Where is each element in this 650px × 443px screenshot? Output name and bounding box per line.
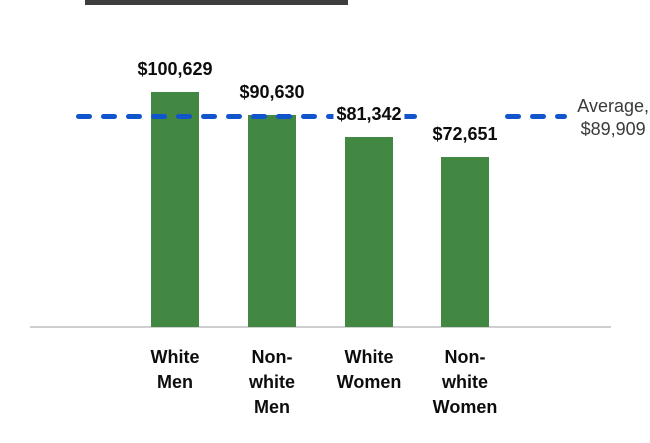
category-label-white-women: White Women xyxy=(336,347,402,392)
bar-non-white-men xyxy=(248,115,296,327)
average-line-dash xyxy=(76,114,92,119)
average-line-dash xyxy=(401,114,417,119)
average-line-dash xyxy=(555,114,567,119)
average-line-dash xyxy=(201,114,217,119)
average-line-dash xyxy=(126,114,142,119)
cropped-header-remnant xyxy=(85,0,348,5)
bar-non-white-women xyxy=(441,157,489,327)
average-line-dash xyxy=(226,114,242,119)
average-line-dash xyxy=(505,114,521,119)
value-label-white-women: $81,342 xyxy=(333,104,405,125)
x-axis-line xyxy=(30,326,611,328)
average-line-right-segment xyxy=(505,114,567,119)
value-label-white-men: $100,629 xyxy=(134,59,216,80)
average-line-dash xyxy=(276,114,292,119)
average-line-dash xyxy=(301,114,317,119)
average-line-dash xyxy=(151,114,167,119)
bar-white-women xyxy=(345,137,393,327)
bar-white-men xyxy=(151,92,199,327)
average-line-dash xyxy=(176,114,192,119)
average-line-dash xyxy=(101,114,117,119)
average-line-label: Average, $89,909 xyxy=(577,96,649,139)
average-line-dash xyxy=(251,114,267,119)
category-label-white-men: White Men xyxy=(150,347,200,392)
value-label-non-white-women: $72,651 xyxy=(429,124,501,145)
category-label-non-white-women: Non- white Women xyxy=(432,347,498,417)
average-line-dash xyxy=(530,114,546,119)
category-label-non-white-men: Non- white Men xyxy=(248,347,296,417)
value-label-non-white-men: $90,630 xyxy=(236,82,308,103)
